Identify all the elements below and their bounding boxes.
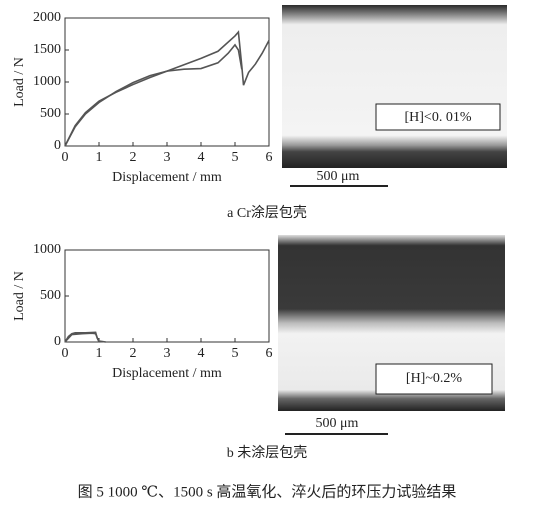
x-axis-label: Displacement / mm bbox=[112, 170, 222, 185]
micrograph-label: [H]~0.2% bbox=[406, 371, 463, 386]
x-tick-label: 4 bbox=[198, 346, 205, 361]
x-tick-label: 4 bbox=[198, 150, 205, 165]
x-tick-label: 2 bbox=[130, 346, 137, 361]
y-tick-label: 500 bbox=[40, 106, 61, 121]
y-tick-label: 0 bbox=[54, 334, 61, 349]
y-tick-label: 0 bbox=[54, 138, 61, 153]
micrograph bbox=[282, 5, 507, 168]
figure-caption: 图 5 1000 ℃、1500 s 高温氧化、淬火后的环压力试验结果 bbox=[78, 483, 457, 500]
micrograph-label: [H]<0. 01% bbox=[405, 110, 472, 125]
x-tick-label: 3 bbox=[164, 346, 171, 361]
x-tick-label: 0 bbox=[62, 346, 69, 361]
x-tick-label: 6 bbox=[266, 150, 273, 165]
y-tick-label: 2000 bbox=[33, 10, 61, 25]
y-tick-label: 1000 bbox=[33, 74, 61, 89]
x-tick-label: 5 bbox=[232, 346, 239, 361]
x-tick-label: 6 bbox=[266, 346, 273, 361]
x-tick-label: 0 bbox=[62, 150, 69, 165]
panel-caption: a Cr涂层包壳 bbox=[227, 204, 307, 221]
label-box bbox=[375, 363, 493, 395]
x-tick-label: 3 bbox=[164, 150, 171, 165]
y-axis-label: Load / N bbox=[12, 57, 27, 107]
data-line bbox=[64, 30, 270, 147]
x-tick-label: 1 bbox=[96, 346, 103, 361]
data-line bbox=[64, 332, 100, 343]
x-tick-label: 5 bbox=[232, 150, 239, 165]
y-tick-label: 1500 bbox=[33, 42, 61, 57]
y-tick-label: 500 bbox=[40, 288, 61, 303]
y-tick-label: 1000 bbox=[33, 242, 61, 257]
x-tick-label: 2 bbox=[130, 150, 137, 165]
y-axis-label: Load / N bbox=[12, 271, 27, 321]
x-axis-label: Displacement / mm bbox=[112, 366, 222, 381]
label-box bbox=[375, 103, 501, 131]
x-tick-label: 1 bbox=[96, 150, 103, 165]
data-line bbox=[64, 43, 243, 147]
plot-frame bbox=[64, 249, 270, 343]
scale-bar-label: 500 μm bbox=[316, 416, 359, 431]
panel-caption: b 未涂层包壳 bbox=[227, 444, 308, 461]
scale-bar-label: 500 μm bbox=[317, 169, 360, 184]
